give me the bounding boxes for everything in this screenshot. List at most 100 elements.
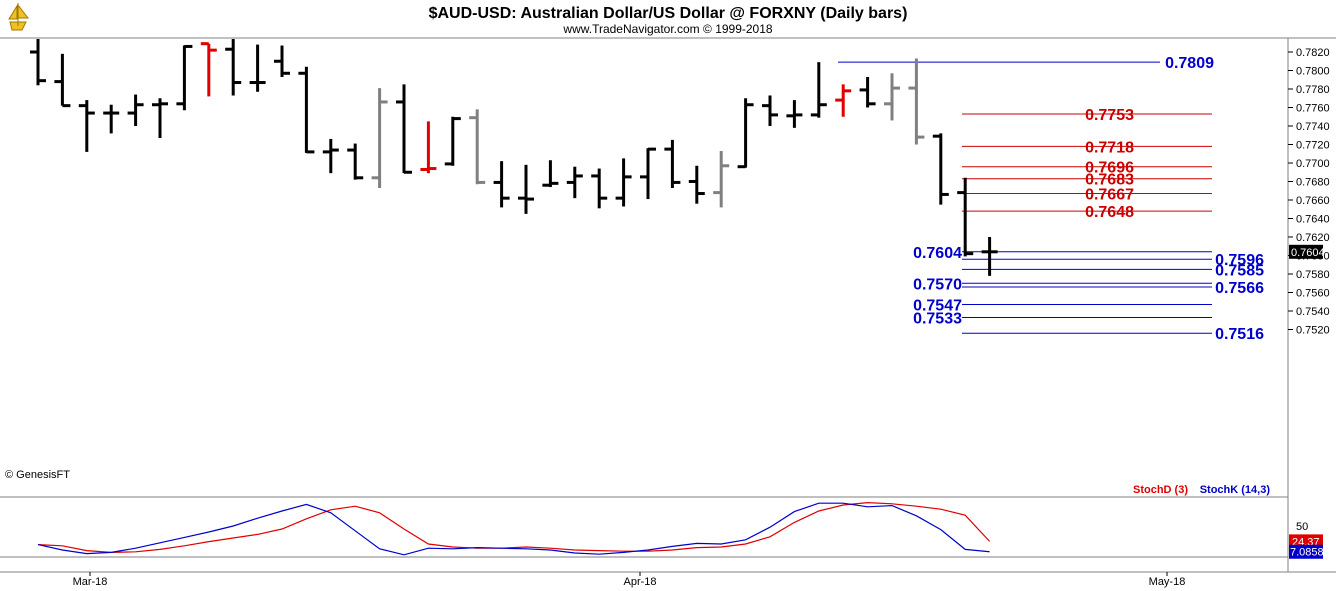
price-tick: 0.7740 — [1288, 121, 1330, 133]
price-tick-label: 0.7780 — [1296, 84, 1330, 96]
price-tick: 0.7800 — [1288, 66, 1330, 78]
red-level: 0.7667 — [962, 187, 1212, 204]
blue-level: 0.7566 — [962, 280, 1264, 297]
legend-stochk: StochK (14,3) — [1200, 484, 1271, 496]
red-level: 0.7696 — [962, 160, 1212, 177]
price-bar — [54, 53, 71, 108]
price-tick-label: 0.7680 — [1296, 177, 1330, 189]
price-bar — [396, 84, 412, 174]
blue-level-label: 0.7585 — [1215, 262, 1264, 279]
red-level: 0.7648 — [962, 204, 1212, 221]
current-price-badge-bg — [1289, 244, 1323, 259]
blue-level: 0.7570 — [913, 276, 1212, 293]
price-bar — [200, 42, 217, 97]
red-level-label: 0.7683 — [1085, 172, 1134, 189]
current-price-badge: 0.7604 — [1289, 244, 1325, 259]
blue-level-label: 0.7604 — [913, 245, 962, 262]
red-level: 0.7718 — [962, 139, 1212, 156]
price-bar — [810, 62, 827, 118]
price-tick: 0.7560 — [1288, 288, 1330, 300]
price-tick: 0.7520 — [1288, 325, 1330, 337]
price-bar — [591, 168, 608, 209]
price-bar — [615, 158, 632, 207]
stoch-tick-label: 50 — [1296, 521, 1308, 533]
price-bar — [932, 133, 949, 205]
price-bar — [176, 44, 193, 111]
price-tick: 0.7540 — [1288, 306, 1330, 318]
time-tick: Mar-18 — [73, 572, 108, 588]
price-bar — [469, 109, 486, 185]
current-price-label: 0.7604 — [1291, 247, 1325, 259]
price-axis: 0.7820 0.7800 0.7780 0.7760 0.7740 0.7720 0.77… — [1288, 47, 1330, 337]
blue-level: 0.7809 — [838, 55, 1214, 72]
price-tick-label: 0.7660 — [1296, 195, 1330, 207]
blue-level-label: 0.7809 — [1165, 55, 1214, 72]
blue-level: 0.7604 — [913, 245, 1212, 262]
price-bar — [518, 164, 534, 214]
price-bar — [225, 39, 242, 96]
price-bar — [884, 73, 900, 121]
price-bar — [371, 88, 388, 188]
price-tick: 0.7720 — [1288, 140, 1330, 152]
price-bar — [420, 121, 437, 174]
legend-stochd: StochD (3) — [1133, 484, 1188, 496]
stochk-value-label: 7.0858 — [1290, 547, 1324, 559]
blue-level-label: 0.7547 — [913, 298, 962, 315]
red-level-label: 0.7753 — [1085, 107, 1134, 124]
price-tick-label: 0.7580 — [1296, 269, 1330, 281]
price-tick-label: 0.7540 — [1296, 306, 1330, 318]
price-bar — [249, 44, 266, 92]
red-level-label: 0.7648 — [1085, 204, 1134, 221]
blue-level-label: 0.7596 — [1215, 252, 1264, 269]
stoch-legend: StochD (3) StochK (14,3) — [1133, 484, 1270, 496]
price-bars — [30, 39, 998, 276]
price-bar — [566, 166, 583, 199]
price-tick: 0.7700 — [1288, 158, 1330, 170]
price-bar — [859, 76, 876, 108]
price-bar — [737, 98, 754, 169]
blue-level: 0.7547 — [913, 298, 1212, 315]
time-tick: Apr-18 — [623, 572, 657, 588]
price-bar — [713, 150, 730, 208]
price-bar — [444, 116, 461, 166]
blue-level-label: 0.7566 — [1215, 280, 1264, 297]
red-level-label: 0.7667 — [1085, 187, 1134, 204]
price-bar — [127, 94, 144, 126]
price-tick: 0.7580 — [1288, 269, 1330, 281]
price-bar — [786, 100, 803, 128]
price-tick-label: 0.7640 — [1296, 214, 1330, 226]
red-level: 0.7683 — [962, 172, 1212, 189]
time-tick: May-18 — [1149, 572, 1186, 588]
stochd-line — [37, 501, 991, 554]
chart-title: $AUD-USD: Australian Dollar/US Dollar @ … — [429, 5, 908, 22]
price-bar — [152, 98, 168, 139]
stoch-tick: 50 — [1296, 521, 1308, 533]
price-tick-label: 0.7620 — [1296, 232, 1330, 244]
price-bar — [274, 45, 290, 77]
price-tick-label: 0.7520 — [1296, 325, 1330, 337]
price-bar — [957, 177, 974, 257]
price-tick: 0.7640 — [1288, 214, 1330, 226]
price-bar — [835, 84, 852, 117]
time-tick-label: Mar-18 — [73, 576, 108, 588]
time-tick-label: Apr-18 — [623, 576, 656, 588]
price-bar — [30, 39, 46, 86]
genesis-watermark: © GenesisFT — [5, 469, 70, 481]
price-bar — [908, 58, 925, 145]
price-tick-label: 0.7560 — [1296, 288, 1330, 300]
price-tick: 0.7680 — [1288, 177, 1330, 189]
time-tick-label: May-18 — [1149, 576, 1186, 588]
blue-level: 0.7533 — [913, 310, 1212, 327]
price-bar — [298, 66, 315, 154]
price-bar — [493, 161, 510, 208]
price-tick-label: 0.7700 — [1296, 158, 1330, 170]
price-tick: 0.7820 — [1288, 47, 1330, 59]
red-level-label: 0.7696 — [1085, 160, 1134, 177]
price-bar — [664, 139, 681, 188]
price-tick-label: 0.7720 — [1296, 140, 1330, 152]
blue-level: 0.7516 — [962, 326, 1264, 343]
price-bar — [78, 100, 95, 152]
